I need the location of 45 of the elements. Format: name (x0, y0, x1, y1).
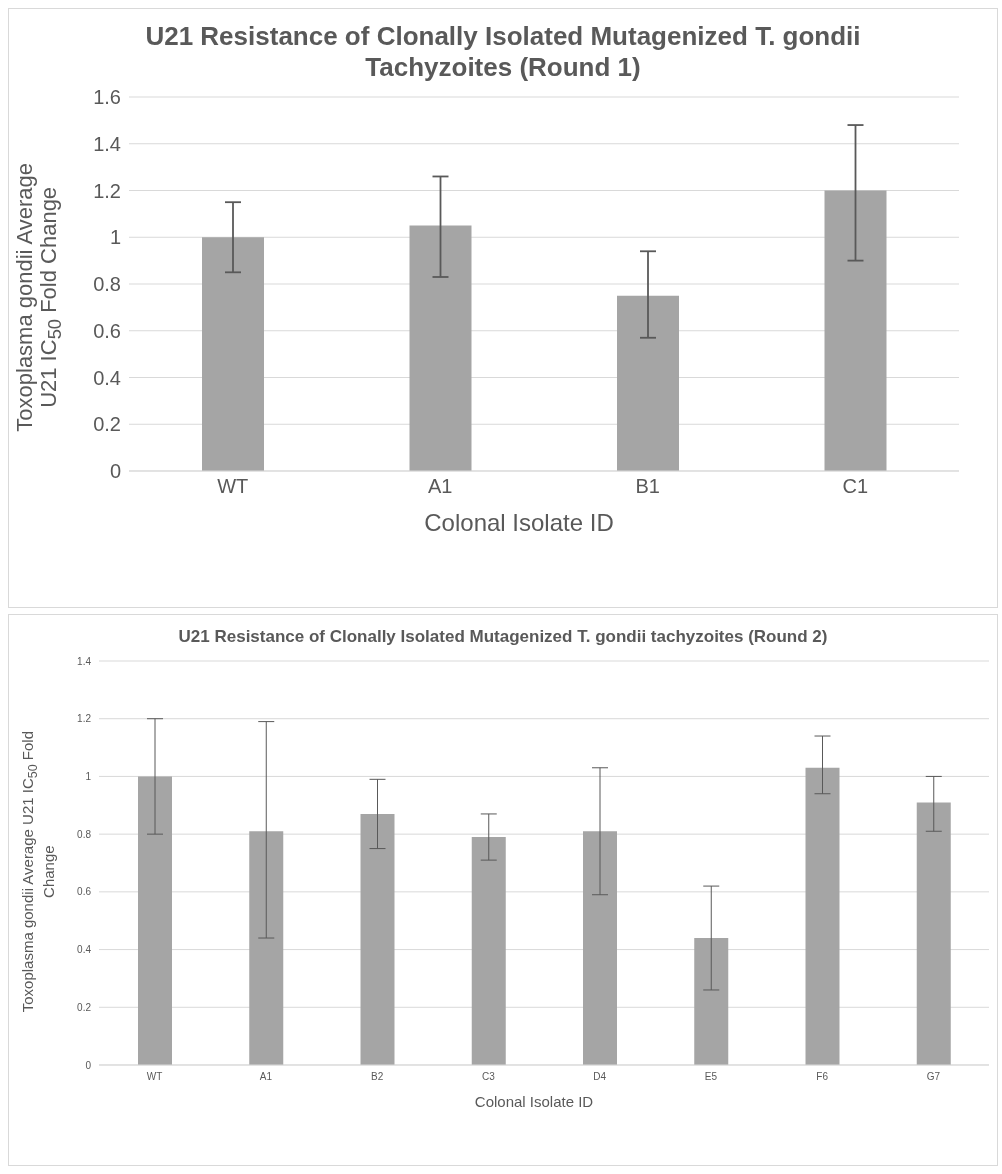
x-axis-title: Colonal Isolate ID (423, 509, 615, 538)
y-tick-label: 1.6 (93, 86, 121, 109)
bar (471, 837, 506, 1066)
chart-title: U21 Resistance of Clonally Isolated Mutagenized T. gondii Tachyzoites (Round 1) (144, 20, 862, 85)
bar (249, 831, 284, 1066)
bar (409, 225, 472, 472)
y-tick-label: 1.4 (93, 133, 121, 156)
x-tick-label: D4 (593, 1071, 607, 1083)
x-tick-label: WT (217, 475, 249, 498)
y-tick-label: 1 (85, 771, 92, 783)
x-tick-label: E5 (704, 1071, 718, 1083)
bar (202, 237, 264, 472)
bar (138, 776, 172, 1066)
y-tick-label: 0.2 (93, 413, 121, 436)
y-tick-label: 0.4 (77, 944, 92, 956)
y-tick-label: 0 (85, 1059, 92, 1071)
x-tick-label: F6 (816, 1071, 829, 1083)
y-tick-label: 1.4 (77, 655, 92, 667)
bar (805, 768, 840, 1066)
bar (617, 296, 679, 472)
chart-title: U21 Resistance of Clonally Isolated Mutagenized T. gondii tachyzoites (Round 2) (177, 626, 829, 648)
y-tick-label: 1.2 (77, 713, 92, 725)
y-tick-label: 0.6 (77, 886, 92, 898)
bar (583, 831, 617, 1066)
y-tick-label: 0.4 (93, 366, 121, 389)
x-tick-label: C3 (481, 1071, 496, 1083)
bar (916, 802, 951, 1066)
x-tick-label: WT (146, 1071, 163, 1083)
x-axis-title: Colonal Isolate ID (473, 1093, 595, 1111)
y-tick-label: 0.8 (93, 273, 121, 296)
x-tick-label: C1 (842, 475, 869, 498)
x-tick-label: A1 (428, 475, 453, 498)
x-tick-label: B2 (371, 1071, 384, 1083)
x-tick-label: G7 (926, 1071, 941, 1083)
bar (824, 190, 887, 472)
y-tick-label: 0.6 (93, 320, 121, 343)
x-tick-label: A1 (259, 1071, 273, 1083)
y-tick-label: 0 (109, 460, 121, 483)
bar (694, 938, 729, 1066)
y-tick-label: 1 (109, 226, 121, 249)
x-tick-label: B1 (635, 475, 660, 498)
y-tick-label: 0.2 (77, 1002, 92, 1014)
bar (360, 814, 395, 1066)
y-tick-label: 0.8 (77, 829, 92, 841)
y-tick-label: 1.2 (93, 179, 121, 202)
